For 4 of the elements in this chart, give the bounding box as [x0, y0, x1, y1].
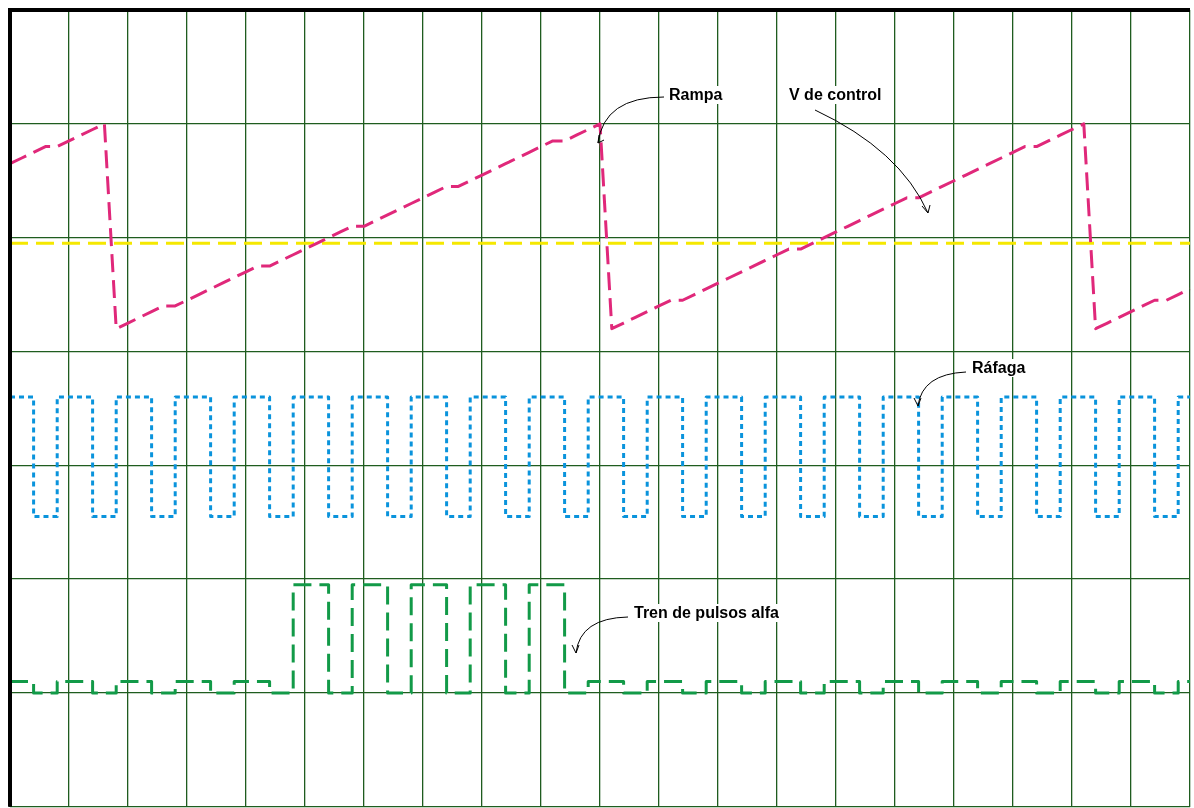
text: V de control — [787, 86, 884, 104]
annotation: Tren de pulsos alfa — [632, 604, 781, 622]
text: Rampa — [667, 86, 725, 104]
annotation: Ráfaga — [970, 359, 1028, 377]
